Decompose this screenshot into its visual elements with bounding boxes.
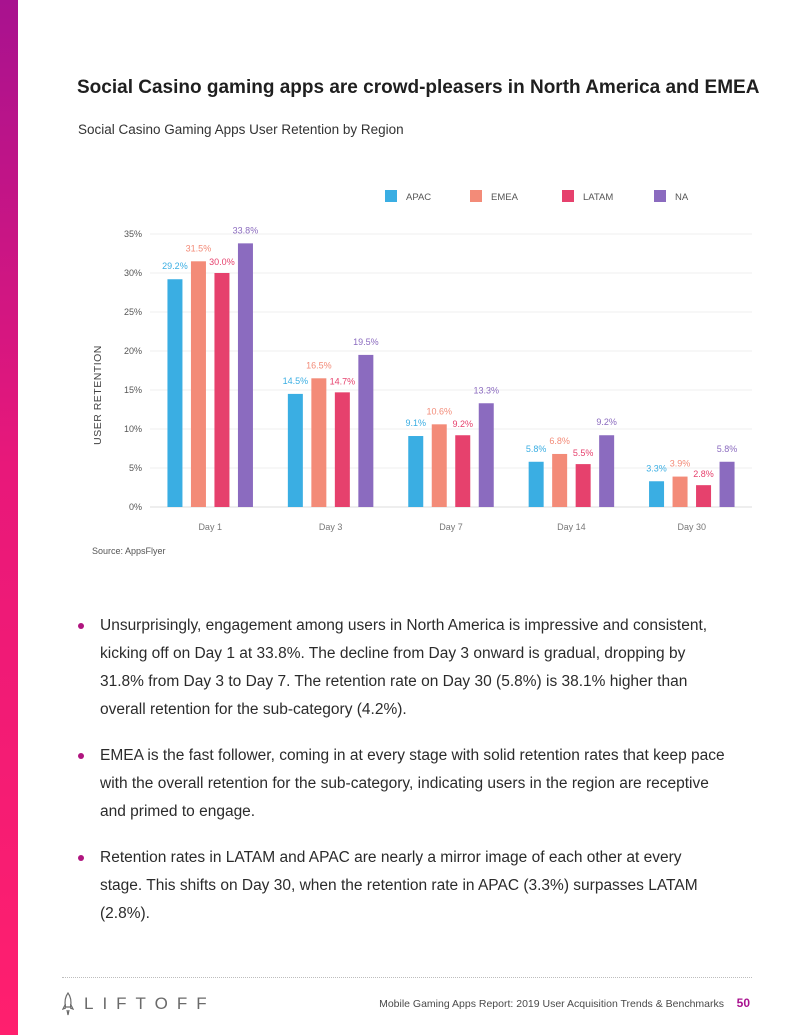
legend-swatch-emea	[470, 190, 482, 202]
data-label: 5.8%	[526, 444, 547, 454]
bar-na	[599, 435, 615, 507]
data-label: 5.5%	[573, 448, 594, 458]
footer-divider	[62, 977, 752, 978]
x-tick-label: Day 7	[439, 522, 463, 532]
page-number: 50	[736, 996, 750, 1010]
bar-emea	[672, 476, 688, 507]
data-label: 5.8%	[717, 444, 738, 454]
chart-source: Source: AppsFlyer	[92, 546, 166, 556]
liftoff-logo: LIFTOFF	[62, 992, 216, 1016]
data-label: 19.5%	[353, 337, 379, 347]
bar-emea	[552, 453, 568, 507]
insight-text: EMEA is the fast follower, coming in at …	[100, 747, 725, 820]
data-label: 33.8%	[233, 225, 259, 235]
bar-emea	[190, 261, 206, 507]
insight-text: Retention rates in LATAM and APAC are ne…	[100, 849, 698, 922]
legend-label: APAC	[406, 192, 431, 203]
bar-latam	[455, 435, 471, 507]
data-label: 3.9%	[670, 459, 691, 469]
brand-side-bar	[0, 0, 18, 1035]
x-tick-label: Day 14	[557, 522, 586, 532]
bar-na	[358, 354, 374, 507]
bar-latam	[696, 485, 712, 507]
x-tick-label: Day 30	[678, 522, 707, 532]
legend-swatch-na	[654, 190, 666, 202]
chart-title: Social Casino Gaming Apps User Retention…	[78, 122, 404, 137]
data-label: 9.2%	[596, 417, 617, 427]
bar-na	[237, 243, 253, 508]
data-label: 6.8%	[549, 436, 570, 446]
legend-swatch-apac	[385, 190, 397, 202]
data-label: 14.5%	[283, 376, 309, 386]
data-label: 29.2%	[162, 261, 188, 271]
y-tick-label: 20%	[124, 346, 142, 356]
y-axis-title: USER RETENTION	[92, 345, 104, 445]
x-tick-label: Day 3	[319, 522, 343, 532]
bar-apac	[167, 279, 183, 507]
legend-label: NA	[675, 192, 689, 203]
x-tick-label: Day 1	[198, 522, 222, 532]
insight-item: Unsurprisingly, engagement among users i…	[78, 612, 728, 724]
bar-latam	[214, 273, 230, 507]
data-label: 31.5%	[186, 243, 212, 253]
data-label: 9.1%	[405, 418, 426, 428]
data-label: 2.8%	[693, 469, 714, 479]
bar-latam	[575, 464, 591, 507]
y-tick-label: 15%	[124, 385, 142, 395]
bar-apac	[408, 436, 424, 507]
data-label: 9.2%	[452, 419, 473, 429]
bar-apac	[528, 461, 544, 507]
y-tick-label: 25%	[124, 307, 142, 317]
rocket-icon	[62, 992, 74, 1016]
y-tick-label: 0%	[129, 502, 142, 512]
bullet-dot-icon	[78, 623, 84, 629]
report-name: Mobile Gaming Apps Report: 2019 User Acq…	[379, 998, 724, 1010]
bar-latam	[334, 392, 350, 507]
y-tick-label: 30%	[124, 268, 142, 278]
legend-swatch-latam	[562, 190, 574, 202]
bar-na	[719, 461, 735, 507]
data-label: 3.3%	[646, 463, 667, 473]
data-label: 16.5%	[306, 360, 332, 370]
data-label: 30.0%	[209, 257, 235, 267]
bar-na	[478, 403, 494, 507]
insight-item: EMEA is the fast follower, coming in at …	[78, 742, 728, 826]
bullet-dot-icon	[78, 753, 84, 759]
bar-apac	[649, 481, 665, 507]
bar-apac	[287, 393, 303, 507]
y-tick-label: 10%	[124, 424, 142, 434]
bar-emea	[431, 424, 447, 507]
insight-text: Unsurprisingly, engagement among users i…	[100, 617, 708, 718]
data-label: 13.3%	[473, 385, 499, 395]
legend-label: EMEA	[491, 192, 519, 203]
y-tick-label: 35%	[124, 229, 142, 239]
data-label: 14.7%	[330, 376, 356, 386]
insight-list: Unsurprisingly, engagement among users i…	[78, 612, 728, 946]
logo-wordmark: LIFTOFF	[84, 994, 216, 1013]
bar-emea	[311, 378, 327, 507]
bullet-dot-icon	[78, 855, 84, 861]
legend-label: LATAM	[583, 192, 613, 203]
data-label: 10.6%	[426, 406, 452, 416]
retention-bar-chart: 0% 5% 10% 15% 20% 25% 30% 35% USER RETENTION 29.2…	[92, 190, 752, 532]
page-headline: Social Casino gaming apps are crowd-plea…	[77, 77, 760, 98]
y-tick-label: 5%	[129, 463, 142, 473]
insight-item: Retention rates in LATAM and APAC are ne…	[78, 844, 728, 928]
